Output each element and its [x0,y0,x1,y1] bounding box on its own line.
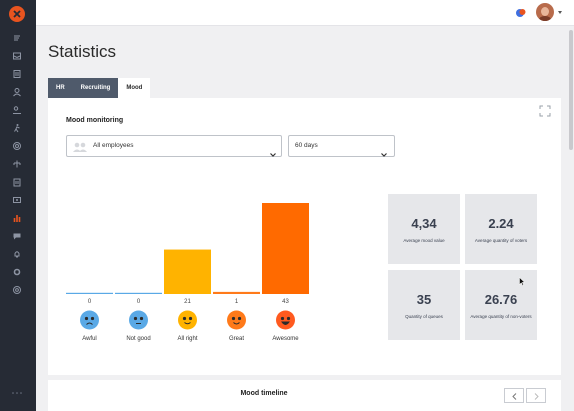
stat-value: 35 [416,292,432,307]
gear-icon[interactable] [12,267,22,277]
avatar[interactable] [536,3,554,21]
expand-icon[interactable] [539,104,551,117]
scrollbar-thumb[interactable] [569,30,573,150]
lifebuoy-icon[interactable] [12,285,22,295]
period-select[interactable]: 60 days [288,135,395,157]
category-label: All right [177,336,197,342]
next-button[interactable] [526,388,546,403]
bar-value-label: 43 [282,299,289,305]
document-icon[interactable] [12,69,22,79]
chevron-left-icon [512,393,517,400]
people-icon [72,140,88,152]
chevron-down-icon[interactable] [558,11,562,14]
tab-bar: HR Recruiting Mood [48,78,151,98]
top-bar [36,0,574,26]
mood-monitoring-title: Mood monitoring [66,117,124,124]
tree-icon[interactable] [12,159,22,169]
mood-face-icon [276,310,295,330]
employee-select[interactable]: All employees [66,135,282,157]
mouse-cursor-icon [519,273,526,286]
category-label: Awful [82,336,97,342]
period-select-value: 60 days [295,142,318,149]
bar-awful[interactable] [66,292,113,294]
category-label: Great [229,336,244,342]
tab-mood[interactable]: Mood [118,78,151,98]
bar-all-right[interactable] [164,249,211,294]
chat-icon[interactable] [12,231,22,241]
stat-tile-non-voters: 26.76 Average quantity of non-voters [465,270,537,340]
stat-caption: Average mood value [403,238,445,243]
stat-tile-average-voters: 2.24 Average quantity of voters [465,194,537,264]
page-title: Statistics [48,42,117,61]
bar-awesome[interactable] [262,203,309,294]
chevron-down-icon [381,144,387,157]
stat-tile-average-mood: 4,34 Average mood value [388,194,460,264]
stat-tile-queues: 35 Quantity of queues [388,270,460,340]
people-icon[interactable] [12,105,22,115]
stat-caption: Average quantity of voters [474,238,528,243]
notification-icon[interactable] [515,6,527,18]
employee-select-value: All employees [93,142,134,149]
bar-value-label: 0 [137,299,141,305]
person-icon[interactable] [12,87,22,97]
run-icon[interactable] [12,123,22,133]
building-icon[interactable] [12,177,22,187]
stat-value: 4,34 [411,216,437,231]
stat-caption: Average quantity of non-voters [470,314,532,319]
chevron-down-icon [270,144,276,157]
mood-face-icon [227,310,246,330]
bar-value-label: 0 [88,299,92,305]
stream-icon[interactable] [12,33,22,43]
chevron-right-icon [534,393,539,400]
logo-icon[interactable] [9,6,25,22]
stat-value: 26.76 [484,292,518,307]
target-icon[interactable] [12,141,22,151]
bar-not-good[interactable] [115,292,162,294]
mood-bar-chart-svg: 0 Awful 0 Not good 21 All right 1 Great 43 Awesom… [66,203,309,342]
mood-face-icon [178,310,197,330]
chart-icon[interactable] [12,213,22,223]
mood-face-icon [80,310,99,330]
category-label: Awesome [272,336,299,342]
collapse-sidebar-icon[interactable] [10,382,24,394]
bell-icon[interactable] [12,249,22,259]
stat-value: 2.24 [488,216,514,231]
category-label: Not good [126,336,150,342]
bar-value-label: 1 [235,299,239,305]
prev-button[interactable] [504,388,524,403]
scrollbar-track[interactable] [568,26,574,411]
mood-bar-chart: 0 Awful 0 Not good 21 All right 1 Great 43 Awesom… [66,190,312,346]
sidebar [0,0,36,411]
mood-timeline-card: Mood timeline [48,380,561,411]
inbox-icon[interactable] [12,51,22,61]
mood-face-icon [129,310,148,330]
bar-great[interactable] [213,291,260,294]
mood-timeline-title: Mood timeline [240,390,288,397]
stat-caption: Quantity of queues [405,314,443,319]
bar-value-label: 21 [184,299,191,305]
tab-recruiting[interactable]: Recruiting [72,78,119,98]
money-icon[interactable] [12,195,22,205]
tab-hr[interactable]: HR [48,78,73,98]
